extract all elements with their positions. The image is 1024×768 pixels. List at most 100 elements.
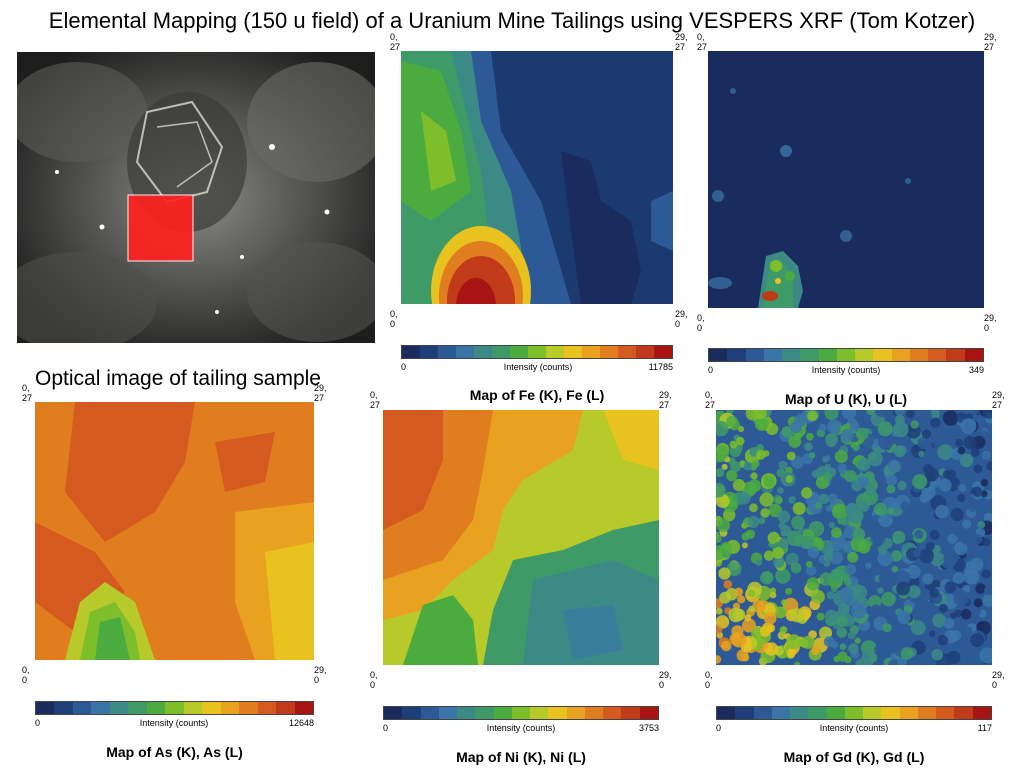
colorbar-swatch: [511, 707, 531, 719]
colorbar-swatch: [72, 702, 92, 714]
as-corner-top-left: 0, 27: [22, 383, 33, 403]
u-colorbar-label: Intensity (counts): [811, 365, 881, 375]
colorbar-swatch: [735, 707, 754, 719]
colorbar-swatch: [294, 702, 314, 714]
colorbar-swatch: [636, 346, 654, 358]
colorbar-swatch: [530, 707, 549, 719]
colorbar-swatch: [109, 702, 129, 714]
colorbar-swatch: [36, 702, 55, 714]
colorbar-swatch: [936, 707, 955, 719]
colorbar-swatch: [546, 346, 564, 358]
as-corner-bottom-right: 29, 0: [314, 665, 327, 685]
colorbar-swatch: [548, 707, 567, 719]
colorbar-swatch: [384, 707, 403, 719]
optical-image: [17, 52, 375, 343]
colorbar-swatch: [717, 707, 736, 719]
gd-corner-bottom-right: 29, 0: [992, 670, 1005, 690]
fe-map-title: Map of Fe (K), Fe (L): [469, 387, 605, 403]
colorbar-swatch: [763, 349, 783, 361]
fe-map: [401, 51, 673, 304]
colorbar-swatch: [438, 707, 458, 719]
colorbar-swatch: [863, 707, 882, 719]
as-colorbar-label: Intensity (counts): [139, 718, 209, 728]
colorbar-swatch: [220, 702, 240, 714]
colorbar-swatch: [584, 707, 604, 719]
u-colorbar-min: 0: [708, 365, 714, 375]
u-colorbar-max: 349: [968, 365, 984, 375]
gd-colorbar: [716, 706, 992, 720]
colorbar-swatch: [128, 702, 147, 714]
slide-title: Elemental Mapping (150 u field) of a Ura…: [48, 8, 976, 33]
u-corner-bottom-left: 0, 0: [697, 313, 705, 333]
as-colorbar: [35, 701, 314, 715]
u-map-title: Map of U (K), U (L): [784, 391, 908, 407]
colorbar-swatch: [800, 349, 819, 361]
colorbar-swatch: [420, 707, 439, 719]
colorbar-swatch: [836, 349, 856, 361]
colorbar-swatch: [790, 707, 809, 719]
colorbar-swatch: [855, 349, 874, 361]
colorbar-swatch: [528, 346, 546, 358]
colorbar-swatch: [964, 349, 983, 361]
ni-corner-top-left: 0, 27: [370, 390, 381, 410]
colorbar-swatch: [771, 707, 791, 719]
colorbar-swatch: [510, 346, 528, 358]
colorbar-swatch: [745, 349, 764, 361]
colorbar-swatch: [808, 707, 827, 719]
colorbar-swatch: [402, 707, 421, 719]
colorbar-swatch: [818, 349, 837, 361]
colorbar-swatch: [239, 702, 258, 714]
colorbar-swatch: [146, 702, 166, 714]
colorbar-swatch: [654, 346, 672, 358]
colorbar-swatch: [165, 702, 184, 714]
colorbar-swatch: [709, 349, 728, 361]
colorbar-swatch: [564, 346, 582, 358]
fe-corner-bottom-right: 29, 0: [675, 309, 688, 329]
gd-map: [716, 410, 992, 665]
gd-corner-top-right: 29, 27: [992, 390, 1005, 410]
ni-corner-top-right: 29, 27: [659, 390, 672, 410]
gd-colorbar-min: 0: [716, 723, 722, 733]
gd-colorbar-max: 117: [977, 723, 992, 733]
u-colorbar: [708, 348, 984, 362]
ni-colorbar-min: 0: [383, 723, 389, 733]
colorbar-swatch: [91, 702, 110, 714]
fe-corner-bottom-left: 0, 0: [390, 309, 398, 329]
ni-corner-bottom-left: 0, 0: [370, 670, 378, 690]
colorbar-swatch: [582, 346, 600, 358]
colorbar-swatch: [844, 707, 864, 719]
as-colorbar-max: 12648: [288, 718, 314, 728]
colorbar-swatch: [566, 707, 585, 719]
optical-caption: Optical image of tailing sample: [35, 367, 321, 390]
colorbar-swatch: [457, 707, 476, 719]
colorbar-swatch: [946, 349, 965, 361]
colorbar-swatch: [493, 707, 512, 719]
colorbar-swatch: [603, 707, 622, 719]
colorbar-swatch: [183, 702, 203, 714]
colorbar-swatch: [257, 702, 277, 714]
colorbar-swatch: [909, 349, 929, 361]
colorbar-swatch: [826, 707, 845, 719]
gd-corner-bottom-left: 0, 0: [705, 670, 713, 690]
ni-colorbar-label: Intensity (counts): [486, 723, 556, 733]
colorbar-swatch: [202, 702, 221, 714]
gd-corner-top-left: 0, 27: [705, 390, 716, 410]
colorbar-swatch: [917, 707, 937, 719]
colorbar-swatch: [873, 349, 892, 361]
colorbar-swatch: [954, 707, 973, 719]
colorbar-swatch: [753, 707, 772, 719]
colorbar-swatch: [621, 707, 640, 719]
colorbar-swatch: [54, 702, 73, 714]
colorbar-swatch: [276, 702, 295, 714]
colorbar-swatch: [899, 707, 918, 719]
colorbar-swatch: [600, 346, 618, 358]
colorbar-swatch: [618, 346, 636, 358]
u-map: [708, 51, 984, 308]
as-colorbar-min: 0: [35, 718, 41, 728]
colorbar-swatch: [474, 346, 492, 358]
fe-corner-top-right: 29, 27: [675, 32, 688, 52]
colorbar-swatch: [492, 346, 510, 358]
ni-colorbar: [383, 706, 659, 720]
u-corner-top-right: 29, 27: [984, 32, 997, 52]
colorbar-swatch: [475, 707, 494, 719]
